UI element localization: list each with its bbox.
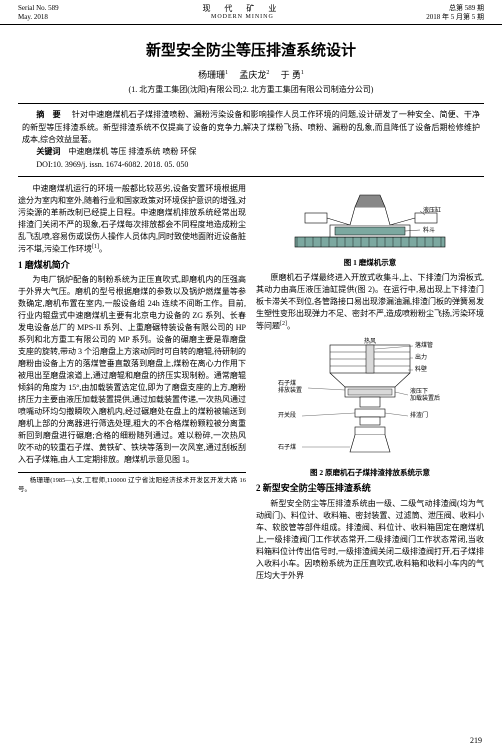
footnote: 杨珊珊(1985—),女,工程师,110000 辽宁省沈阳经济技术开发区开发大路… (18, 472, 246, 494)
svg-text:石子煤: 石子煤 (278, 443, 296, 451)
date-cn: 2018 年 5 月第 5 期 (426, 13, 484, 22)
svg-text:出力: 出力 (415, 353, 427, 361)
svg-text:开关段: 开关段 (278, 411, 296, 419)
authors: 杨珊珊1 孟庆龙2 于 勇1 (0, 68, 502, 81)
sec1-p1: 为电厂锅炉配备的制粉系统为正压直吹式,即磨机内的压强高于外界大气压。磨机的型号根… (18, 274, 246, 466)
fig1-label-hydraulic: 液压缸 (423, 206, 441, 214)
svg-text:热风: 热风 (364, 337, 376, 345)
svg-text:落煤管: 落煤管 (415, 341, 433, 349)
intro-para: 中速磨煤机运行的环境一般都比较恶劣,设备安置环境根据用途分为室内和室外,随着行业… (18, 183, 246, 256)
doi: DOI:10. 3969/j. issn. 1674-6082. 2018. 0… (22, 159, 480, 171)
svg-text:加载装置后: 加载装置后 (410, 394, 440, 402)
svg-text:排放装置: 排放装置 (278, 386, 302, 394)
section-1-title: 1 磨煤机简介 (18, 259, 246, 273)
abstract-label: 摘 要 (36, 110, 63, 119)
svg-text:料壁: 料壁 (415, 365, 427, 373)
body-columns: 中速磨煤机运行的环境一般都比较恶劣,设备安置环境根据用途分为室内和室外,随着行业… (0, 183, 502, 583)
sec1-p2: 原磨机石子煤最终进入开放式收集斗,上、下排渣门为滑板式,其动力由高压液压油缸提供… (256, 272, 484, 333)
page-number: 219 (470, 736, 482, 745)
left-column: 中速磨煤机运行的环境一般都比较恶劣,设备安置环境根据用途分为室内和室外,随着行业… (18, 183, 246, 583)
figure-2: 热风 落煤管 出力 料壁 石子煤 排放装置 液压下 加载装置后 开关段 排渣门 … (256, 337, 484, 478)
sec2-p1: 新型安全防尘等压排渣系统由一级、二级气动排渣阀(均为气动阀门)、料位计、收料箱、… (256, 498, 484, 582)
journal-cn: 现 代 矿 业 (202, 4, 282, 14)
svg-text:液压下: 液压下 (410, 387, 428, 395)
journal-en: MODERN MINING (202, 14, 282, 22)
header-left: Serial No. 589 May. 2018 (18, 4, 59, 22)
kw-text: 中速磨煤机 等压 排渣系统 喷粉 环保 (68, 147, 196, 156)
fig2-caption: 图 2 原磨机石子煤排渣排放系统示意 (256, 467, 484, 478)
abstract-text: 针对中速磨煤机石子煤排渣喷粉、漏粉污染设备和影响操作人员工作环境的问题,设计研发… (22, 110, 480, 144)
ref-1: [1] (92, 244, 99, 250)
affiliations: (1. 北方重工集团(沈阳)有限公司;2. 北方重工集团有限公司制造分公司) (0, 84, 502, 95)
fig1-label-hopper: 料斗 (423, 226, 435, 234)
section-2-title: 2 新型安全防尘等压排渣系统 (256, 482, 484, 496)
fig2-svg: 热风 落煤管 出力 料壁 石子煤 排放装置 液压下 加载装置后 开关段 排渣门 … (270, 337, 470, 465)
abstract: 摘 要 针对中速磨煤机石子煤排渣喷粉、漏粉污染设备和影响操作人员工作环境的问题,… (22, 109, 480, 146)
author-2: 孟庆龙 (239, 70, 266, 80)
svg-text:石子煤: 石子煤 (278, 379, 296, 387)
fig1-svg: 液压缸 料斗 (275, 187, 465, 255)
paper-title: 新型安全防尘等压排渣系统设计 (0, 39, 502, 60)
issue-no: 总第 589 期 (426, 4, 484, 13)
abstract-box: 摘 要 针对中速磨煤机石子煤排渣喷粉、漏粉污染设备和影响操作人员工作环境的问题,… (18, 103, 484, 177)
serial-no: Serial No. 589 (18, 4, 59, 13)
kw-label: 关键词 (36, 147, 60, 156)
fig1-caption: 图 1 磨煤机示意 (256, 257, 484, 268)
svg-text:排渣门: 排渣门 (410, 411, 428, 419)
date-en: May. 2018 (18, 13, 59, 22)
author-3: 于 勇 (281, 70, 301, 80)
ref-2: [2] (280, 321, 287, 327)
header-center: 现 代 矿 业 MODERN MINING (202, 4, 282, 22)
author-1: 杨珊珊 (198, 70, 225, 80)
keywords: 关键词 中速磨煤机 等压 排渣系统 喷粉 环保 (22, 146, 480, 158)
header-right: 总第 589 期 2018 年 5 月第 5 期 (426, 4, 484, 22)
page-header: Serial No. 589 May. 2018 现 代 矿 业 MODERN … (0, 0, 502, 25)
figure-1: 液压缸 料斗 图 1 磨煤机示意 (256, 187, 484, 268)
right-column: 液压缸 料斗 图 1 磨煤机示意 原磨机石子煤最终进入开放式收集斗,上、下排渣门… (256, 183, 484, 583)
